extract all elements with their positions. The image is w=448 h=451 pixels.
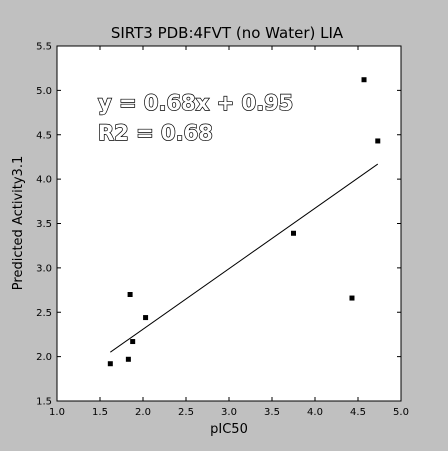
- data-point: [361, 77, 367, 83]
- x-tick-label: 5.0: [393, 407, 409, 418]
- x-tick-label: 4.5: [350, 407, 366, 418]
- y-tick-label: 1.5: [36, 397, 52, 408]
- x-tick-label: 3.0: [221, 407, 237, 418]
- x-axis-label: pIC50: [210, 422, 248, 437]
- data-point: [127, 292, 133, 297]
- data-point: [291, 230, 296, 236]
- axis-ticks: 1.0 1.5 2.0 2.5 3.0 3.5 4.0 4.5 5.01.52.02.53.03…: [36, 42, 409, 419]
- y-tick-label: 2.5: [36, 308, 52, 319]
- y-tick-label: 3.5: [36, 219, 52, 230]
- fit-line: [110, 163, 379, 353]
- data-point: [130, 339, 136, 345]
- x-tick-label: 1.0: [49, 407, 65, 418]
- data-point: [349, 295, 355, 301]
- chart-title: SIRT3 PDB:4FVT (no Water) LIA: [111, 24, 344, 42]
- x-tick-label: 2.0: [135, 407, 151, 418]
- y-tick-label: 2.0: [36, 352, 52, 363]
- y-tick-label: 5.5: [36, 42, 52, 53]
- data-point: [375, 138, 381, 144]
- x-tick-label: 4.0: [307, 407, 323, 418]
- plot-area: [56, 45, 402, 402]
- data-point: [125, 356, 131, 362]
- y-axis-label: Predicted Activity3.1: [11, 156, 26, 290]
- y-tick-label: 3.0: [36, 263, 52, 274]
- data-points: [107, 77, 381, 367]
- y-tick-label: 4.5: [36, 130, 52, 141]
- x-tick-label: 2.5: [178, 407, 194, 418]
- r-squared-label: R2 = 0.68: [98, 121, 213, 145]
- y-tick-label: 4.0: [36, 175, 52, 186]
- data-point: [107, 361, 113, 367]
- x-tick-label: 3.5: [264, 407, 280, 418]
- fit-line-group: [110, 163, 379, 353]
- data-point: [143, 315, 149, 321]
- y-tick-label: 5.0: [36, 86, 52, 97]
- regression-equation: y = 0.68x + 0.95: [98, 91, 293, 115]
- x-tick-label: 1.5: [92, 407, 108, 418]
